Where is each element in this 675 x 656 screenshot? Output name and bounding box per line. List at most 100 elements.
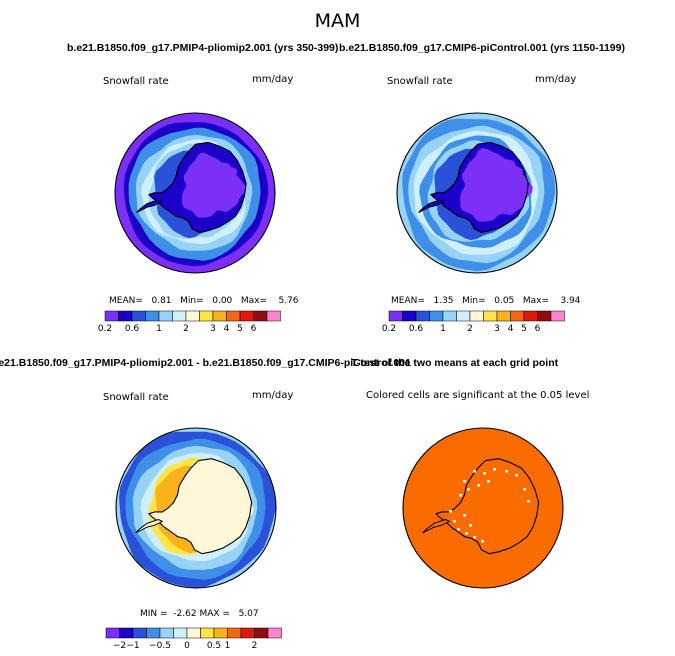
panel-1-min-value: 0.00 <box>212 296 233 306</box>
colorbar-box <box>266 310 281 322</box>
non-significant-cell <box>463 480 466 483</box>
colorbar-box <box>131 310 146 322</box>
colorbar-box <box>226 310 241 322</box>
panel-1-stats: MEAN= 0.81 Min= 0.00 Max= 5.76 <box>109 296 299 306</box>
non-significant-cell <box>523 488 526 491</box>
colorbar-tick-label: −0.5 <box>149 641 171 651</box>
panel-4-title: T-test of the two means at each grid poi… <box>351 357 559 369</box>
colorbar-tick-label: 0.2 <box>98 324 112 334</box>
panel-1-max-value: 5.76 <box>278 296 299 306</box>
colorbar-tick-label: 6 <box>251 324 257 334</box>
colorbar-tick-label: −1 <box>126 641 139 651</box>
colorbar-box <box>240 627 255 639</box>
colorbar-box <box>186 627 201 639</box>
panel-2-stats: MEAN= 1.35 Min= 0.05 Max= 3.94 <box>391 296 581 306</box>
panel-3-units-label: mm/day <box>252 390 294 401</box>
colorbar-box <box>132 627 147 639</box>
map-field <box>397 113 557 273</box>
colorbar-box <box>146 627 161 639</box>
figure-title: MAM <box>314 10 361 32</box>
colorbar-box <box>388 310 403 322</box>
non-significant-cell <box>457 528 460 531</box>
non-significant-cell <box>459 494 462 497</box>
map-field <box>115 113 275 273</box>
map-boundary <box>114 112 276 274</box>
panel-3-max-label: MAX = <box>199 609 230 619</box>
non-significant-cell <box>473 536 476 539</box>
panel-3-title: b.e21.B1850.f09_g17.PMIP4-pliomip2.001 -… <box>0 357 411 369</box>
interior-contour <box>183 471 254 542</box>
colorbar-box <box>239 310 254 322</box>
panel-2-max-label: Max= <box>522 296 550 306</box>
colorbar-tick-label: 2 <box>252 641 258 651</box>
colorbar-box <box>254 627 269 639</box>
panel-3-min-label: MIN = <box>140 609 168 619</box>
colorbar-box <box>199 310 214 322</box>
panel-2-mean-value: 1.35 <box>433 296 454 306</box>
colorbar-box <box>119 627 134 639</box>
map-boundary <box>115 427 277 589</box>
interior-contour <box>189 161 237 209</box>
non-significant-cell <box>449 510 452 513</box>
colorbar-tick-label: 1 <box>440 324 446 334</box>
colorbar-box <box>118 310 133 322</box>
panel-2-colorbar: 0.2 0.6 1 2 3 4 5 6 <box>382 310 565 334</box>
colorbar-tick-label: 5 <box>237 324 243 334</box>
colorbar-box <box>523 310 538 322</box>
non-significant-cell <box>481 540 484 543</box>
panel-2-map <box>396 112 558 274</box>
panel-2-mean-label: MEAN= <box>391 296 425 306</box>
non-significant-cell <box>487 480 490 483</box>
colorbar-box <box>145 310 160 322</box>
peninsula-coastline <box>418 199 445 214</box>
colorbar-tick-label: 4 <box>508 324 514 334</box>
coastline <box>434 458 540 555</box>
colorbar-box <box>213 627 228 639</box>
colorbar-box <box>104 310 119 322</box>
colorbar-tick-label: −2 <box>113 641 126 651</box>
colorbar-box <box>200 627 215 639</box>
colorbar-box <box>456 310 471 322</box>
colorbar-box <box>212 310 227 322</box>
colorbar-tick-label: 0.2 <box>382 324 396 334</box>
colorbar-box <box>415 310 430 322</box>
coastline <box>429 141 529 233</box>
colorbar-tick-label: 3 <box>210 324 216 334</box>
colorbar-box <box>550 310 565 322</box>
non-significant-cell <box>515 474 518 477</box>
panel-3-stats: MIN = -2.62 MAX = 5.07 <box>140 609 259 619</box>
interior-contour <box>467 159 523 215</box>
colorbar-box <box>496 310 511 322</box>
map-boundary <box>402 427 564 589</box>
colorbar-box <box>105 627 120 639</box>
colorbar-box <box>483 310 498 322</box>
panel-2-variable-label: Snowfall rate <box>387 76 453 87</box>
colorbar-tick-label: 0 <box>184 641 190 651</box>
colorbar-box <box>185 310 200 322</box>
peninsula-coastline <box>422 518 451 534</box>
panel-2-max-value: 3.94 <box>560 296 581 306</box>
non-significant-cell <box>453 520 456 523</box>
non-significant-cell <box>477 484 480 487</box>
colorbar-box <box>510 310 525 322</box>
panel-4-map <box>402 427 564 589</box>
panel-1-map <box>114 112 276 274</box>
colorbar-tick-label: 6 <box>535 324 541 334</box>
colorbar-tick-label: 4 <box>224 324 230 334</box>
non-significant-cell <box>527 500 530 503</box>
non-significant-cell <box>483 472 486 475</box>
panel-1-mean-label: MEAN= <box>109 296 143 306</box>
panel-2-min-value: 0.05 <box>494 296 515 306</box>
panel-1-variable-label: Snowfall rate <box>103 76 169 87</box>
panel-1-title: b.e21.B1850.f09_g17.PMIP4-pliomip2.001 (… <box>67 42 339 54</box>
colorbar-box <box>402 310 417 322</box>
panel-1-min-label: Min= <box>180 296 204 306</box>
colorbar-box <box>158 310 173 322</box>
colorbar-box <box>442 310 457 322</box>
panel-2-min-label: Min= <box>462 296 486 306</box>
colorbar-box <box>537 310 552 322</box>
colorbar-box <box>159 627 174 639</box>
non-significant-cell <box>467 488 470 491</box>
colorbar-tick-label: 0.6 <box>409 324 424 334</box>
non-significant-cell <box>505 470 508 473</box>
